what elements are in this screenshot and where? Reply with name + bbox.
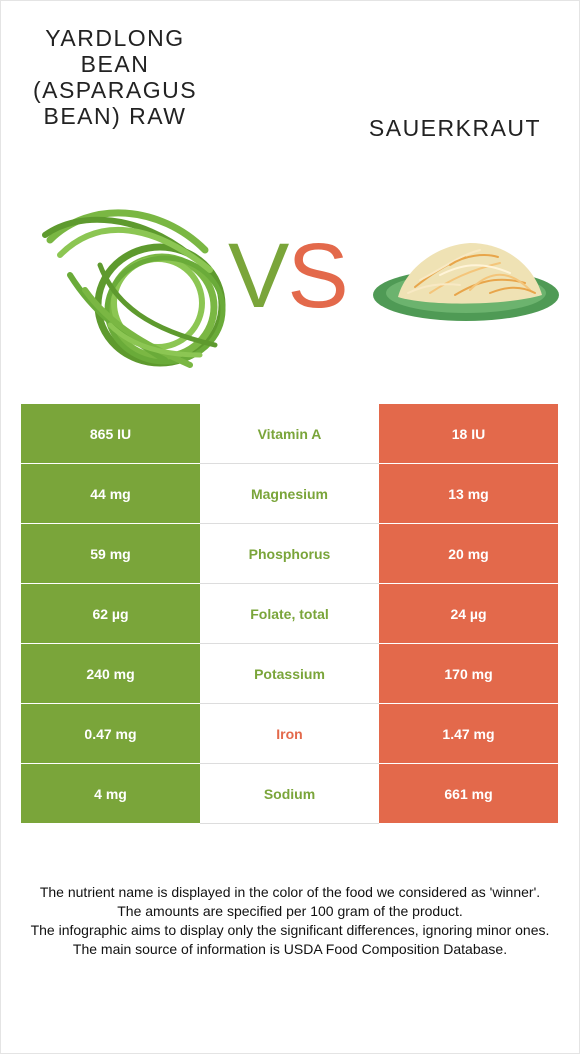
table-row: 62 µg Folate, total 24 µg — [21, 583, 558, 644]
green-beans-image — [42, 209, 226, 368]
footer-line: The main source of information is USDA F… — [72, 941, 508, 957]
right-value: 18 IU — [379, 404, 558, 464]
footer-line: The amounts are specified per 100 gram o… — [117, 903, 463, 919]
comparison-table: 865 IU Vitamin A 18 IU 44 mg Magnesium 13 mg 5… — [21, 404, 558, 824]
nutrient-name: Magnesium — [200, 463, 379, 524]
nutrient-name: Phosphorus — [200, 523, 379, 584]
left-value: 62 µg — [21, 583, 200, 644]
right-food-title: SAUERKRAUT — [368, 115, 542, 141]
left-value: 0.47 mg — [21, 703, 200, 764]
left-value: 865 IU — [21, 404, 200, 464]
nutrient-name: Sodium — [200, 763, 379, 824]
nutrient-name: Iron — [200, 703, 379, 764]
right-value: 24 µg — [379, 583, 558, 644]
table-row: 865 IU Vitamin A 18 IU — [21, 404, 558, 464]
nutrient-name: Vitamin A — [200, 404, 379, 464]
vs-v: V — [228, 225, 289, 327]
footer-line: The nutrient name is displayed in the co… — [39, 884, 541, 900]
right-value: 661 mg — [379, 763, 558, 824]
footer-notes: The nutrient name is displayed in the co… — [20, 883, 560, 959]
table-row: 0.47 mg Iron 1.47 mg — [21, 703, 558, 764]
right-value: 1.47 mg — [379, 703, 558, 764]
table-row: 4 mg Sodium 661 mg — [21, 763, 558, 824]
left-value: 240 mg — [21, 643, 200, 704]
right-value: 20 mg — [379, 523, 558, 584]
right-value: 13 mg — [379, 463, 558, 524]
left-food-title: YARDLONG BEAN (ASPARAGUS BEAN) RAW — [32, 25, 198, 129]
right-value: 170 mg — [379, 643, 558, 704]
table-row: 59 mg Phosphorus 20 mg — [21, 523, 558, 584]
vs-s: S — [287, 225, 348, 327]
table-row: 44 mg Magnesium 13 mg — [21, 463, 558, 524]
vs-label: VS — [228, 225, 349, 327]
sauerkraut-plate-image — [373, 243, 559, 321]
left-value: 44 mg — [21, 463, 200, 524]
nutrient-name: Folate, total — [200, 583, 379, 644]
footer-line: The infographic aims to display only the… — [30, 922, 550, 938]
table-row: 240 mg Potassium 170 mg — [21, 643, 558, 704]
left-value: 4 mg — [21, 763, 200, 824]
left-value: 59 mg — [21, 523, 200, 584]
nutrient-name: Potassium — [200, 643, 379, 704]
